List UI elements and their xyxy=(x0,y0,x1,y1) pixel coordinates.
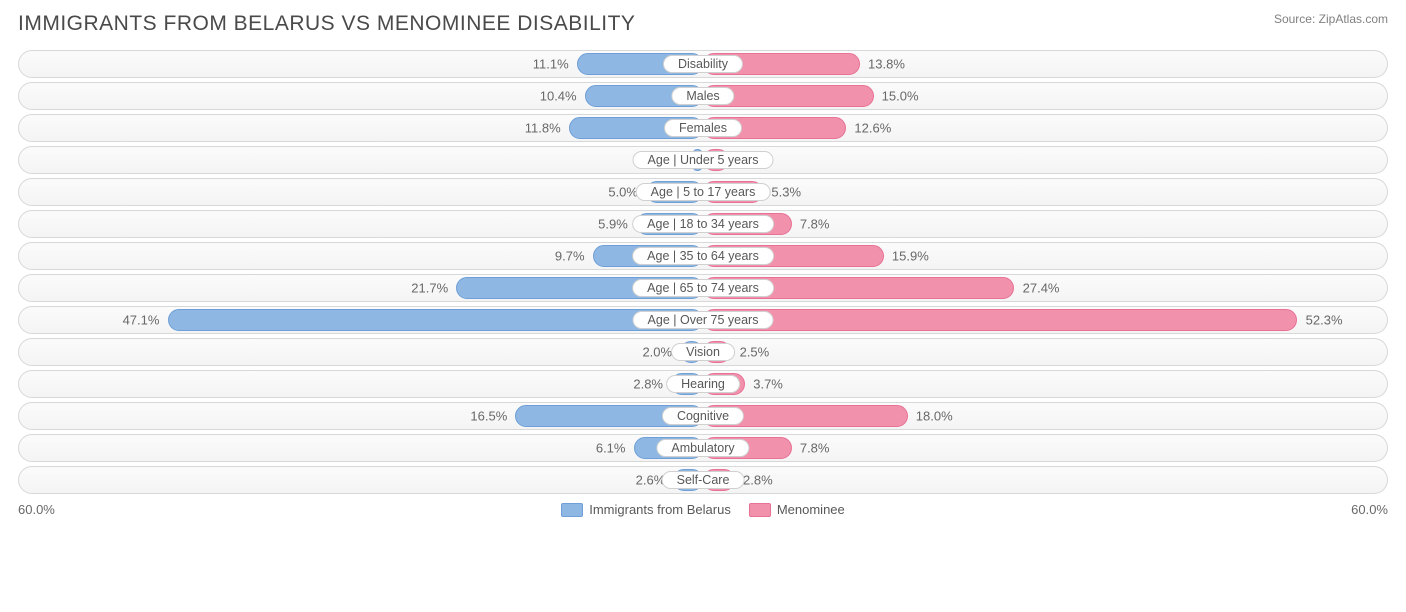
legend-swatch xyxy=(561,503,583,517)
value-right: 7.8% xyxy=(800,441,830,456)
category-label: Cognitive xyxy=(662,407,744,425)
value-left: 21.7% xyxy=(411,281,448,296)
legend-label: Immigrants from Belarus xyxy=(589,502,731,517)
bar-row: 6.1% 7.8% Ambulatory xyxy=(18,434,1388,462)
chart-area: 11.1% 13.8% Disability 10.4% 15.0% Males 11.8%… xyxy=(18,50,1388,494)
value-left: 47.1% xyxy=(123,313,160,328)
value-left: 16.5% xyxy=(470,409,507,424)
legend-label: Menominee xyxy=(777,502,845,517)
bar-row: 11.1% 13.8% Disability xyxy=(18,50,1388,78)
legend-item: Menominee xyxy=(749,502,845,517)
value-left: 5.0% xyxy=(608,185,638,200)
bar-row: 1.0%2.3%Age | Under 5 years xyxy=(18,146,1388,174)
value-right: 15.9% xyxy=(892,249,929,264)
value-right: 15.0% xyxy=(882,89,919,104)
value-right: 3.7% xyxy=(753,377,783,392)
bar-row: 11.8% 12.6% Females xyxy=(18,114,1388,142)
value-left: 11.1% xyxy=(533,57,569,72)
bar-row: 2.6%2.8%Self-Care xyxy=(18,466,1388,494)
category-label: Age | 35 to 64 years xyxy=(632,247,774,265)
chart-footer: 60.0% Immigrants from Belarus Menominee 6… xyxy=(18,502,1388,517)
bar-row: 2.8% 3.7% Hearing xyxy=(18,370,1388,398)
category-label: Self-Care xyxy=(662,471,745,489)
value-right: 52.3% xyxy=(1306,313,1343,328)
value-right: 18.0% xyxy=(916,409,953,424)
bar-row: 47.1% 52.3% Age | Over 75 years xyxy=(18,306,1388,334)
axis-max-right: 60.0% xyxy=(1351,502,1388,517)
value-right: 7.8% xyxy=(800,217,830,232)
bar-row: 5.9% 7.8% Age | 18 to 34 years xyxy=(18,210,1388,238)
legend: Immigrants from Belarus Menominee xyxy=(561,502,845,517)
value-left: 9.7% xyxy=(555,249,585,264)
value-right: 5.3% xyxy=(771,185,801,200)
value-left: 11.8% xyxy=(525,121,561,136)
legend-swatch xyxy=(749,503,771,517)
category-label: Age | 65 to 74 years xyxy=(632,279,774,297)
bar-row: 5.0% 5.3%Age | 5 to 17 years xyxy=(18,178,1388,206)
bar-row: 10.4% 15.0% Males xyxy=(18,82,1388,110)
value-left: 6.1% xyxy=(596,441,626,456)
axis-max-left: 60.0% xyxy=(18,502,55,517)
legend-item: Immigrants from Belarus xyxy=(561,502,731,517)
category-label: Age | Over 75 years xyxy=(633,311,774,329)
category-label: Males xyxy=(671,87,734,105)
bar-left xyxy=(168,309,703,331)
value-left: 2.0% xyxy=(642,345,672,360)
chart-title: IMMIGRANTS FROM BELARUS VS MENOMINEE DIS… xyxy=(18,12,635,36)
value-right: 2.5% xyxy=(740,345,770,360)
value-left: 10.4% xyxy=(540,89,577,104)
category-label: Vision xyxy=(671,343,735,361)
value-left: 5.9% xyxy=(598,217,628,232)
category-label: Disability xyxy=(663,55,743,73)
bar-right xyxy=(703,309,1297,331)
value-right: 27.4% xyxy=(1023,281,1060,296)
category-label: Age | 18 to 34 years xyxy=(632,215,774,233)
category-label: Hearing xyxy=(666,375,740,393)
bar-row: 21.7% 27.4% Age | 65 to 74 years xyxy=(18,274,1388,302)
bar-row: 2.0% 2.5% Vision xyxy=(18,338,1388,366)
value-left: 2.8% xyxy=(633,377,663,392)
category-label: Females xyxy=(664,119,742,137)
source-attribution: Source: ZipAtlas.com xyxy=(1274,12,1388,26)
category-label: Age | Under 5 years xyxy=(633,151,774,169)
bar-row: 9.7% 15.9% Age | 35 to 64 years xyxy=(18,242,1388,270)
bar-row: 16.5% 18.0% Cognitive xyxy=(18,402,1388,430)
value-right: 2.8% xyxy=(743,473,773,488)
category-label: Age | 5 to 17 years xyxy=(636,183,771,201)
value-right: 13.8% xyxy=(868,57,905,72)
value-right: 12.6% xyxy=(854,121,891,136)
category-label: Ambulatory xyxy=(656,439,749,457)
